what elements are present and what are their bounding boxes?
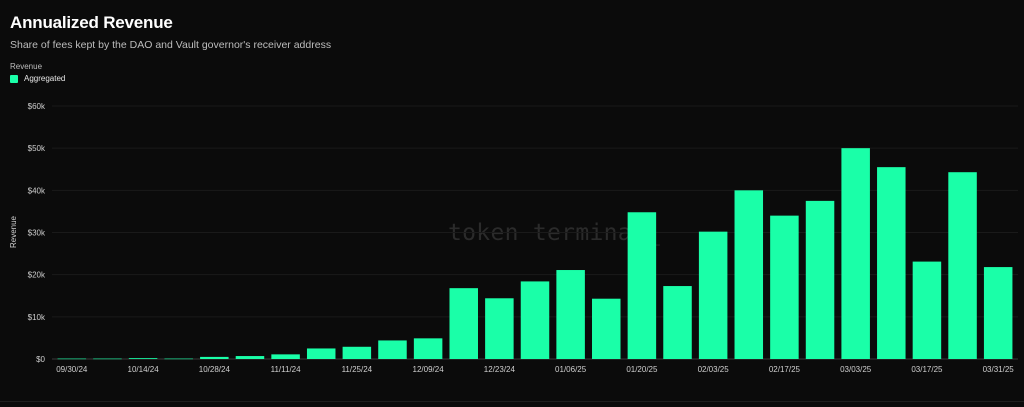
y-tick-label: $20k <box>28 271 46 280</box>
y-tick-label: $30k <box>28 229 46 238</box>
y-tick-label: $40k <box>28 186 46 195</box>
bar-03-17-25[interactable] <box>912 261 942 359</box>
x-tick-label: 12/09/24 <box>413 365 445 374</box>
x-tick-label: 11/11/24 <box>271 365 302 374</box>
bar-11-11-24[interactable] <box>271 354 300 359</box>
legend-item-aggregated[interactable]: Aggregated <box>10 74 65 83</box>
bar-10-14-24[interactable] <box>128 358 158 359</box>
x-tick-label: 12/23/24 <box>484 365 516 374</box>
bottom-divider <box>0 401 1024 402</box>
chart-title: Annualized Revenue <box>10 13 173 32</box>
x-tick-label: 11/25/24 <box>342 365 373 374</box>
bar-11-25-24[interactable] <box>342 346 372 359</box>
bar-02-10-25[interactable] <box>734 190 764 359</box>
bar-11-18-24[interactable] <box>306 348 336 359</box>
y-tick-label: $60k <box>28 102 46 111</box>
bar-03-10-25[interactable] <box>877 167 906 359</box>
x-tick-label: 01/06/25 <box>555 365 587 374</box>
y-axis-label: Revenue <box>9 215 18 248</box>
chart-subtitle: Share of fees kept by the DAO and Vault … <box>10 39 332 51</box>
x-tick-label: 09/30/24 <box>56 365 88 374</box>
y-tick-label: $50k <box>28 144 46 153</box>
bar-01-20-25[interactable] <box>627 212 657 359</box>
bar-10-21-24[interactable] <box>164 358 193 360</box>
bar-10-07-24[interactable] <box>93 358 122 360</box>
x-tick-label: 03/31/25 <box>983 365 1015 374</box>
legend-label: Aggregated <box>24 74 66 83</box>
y-tick-label: $10k <box>28 313 46 322</box>
bar-03-03-25[interactable] <box>841 148 870 359</box>
x-tick-label: 03/17/25 <box>911 365 943 374</box>
bar-02-17-25[interactable] <box>770 215 799 359</box>
bar-11-04-24[interactable] <box>235 356 265 359</box>
bar-02-03-25[interactable] <box>698 231 728 359</box>
bar-01-13-25[interactable] <box>592 298 621 359</box>
bar-12-02-24[interactable] <box>378 340 407 359</box>
x-tick-label: 02/17/25 <box>769 365 801 374</box>
x-tick-label: 10/14/24 <box>128 365 160 374</box>
bar-09-30-24[interactable] <box>57 358 87 360</box>
bar-01-06-25[interactable] <box>556 270 585 359</box>
x-tick-label: 03/03/25 <box>840 365 872 374</box>
bar-03-31-25[interactable] <box>983 267 1013 359</box>
legend-swatch <box>10 74 18 83</box>
x-tick-label: 10/28/24 <box>199 365 231 374</box>
bar-12-23-24[interactable] <box>485 298 514 359</box>
bar-03-24-25[interactable] <box>948 172 977 359</box>
bar-12-30-24[interactable] <box>520 281 550 359</box>
bar-02-24-25[interactable] <box>805 200 835 359</box>
y-tick-label: $0 <box>36 355 45 364</box>
legend-title: Revenue <box>10 62 43 71</box>
bar-01-27-25[interactable] <box>663 286 692 359</box>
x-tick-label: 02/03/25 <box>698 365 730 374</box>
x-tick-label: 01/20/25 <box>626 365 658 374</box>
bar-10-28-24[interactable] <box>200 356 229 359</box>
bar-12-16-24[interactable] <box>449 288 478 359</box>
bar-12-09-24[interactable] <box>413 338 443 359</box>
